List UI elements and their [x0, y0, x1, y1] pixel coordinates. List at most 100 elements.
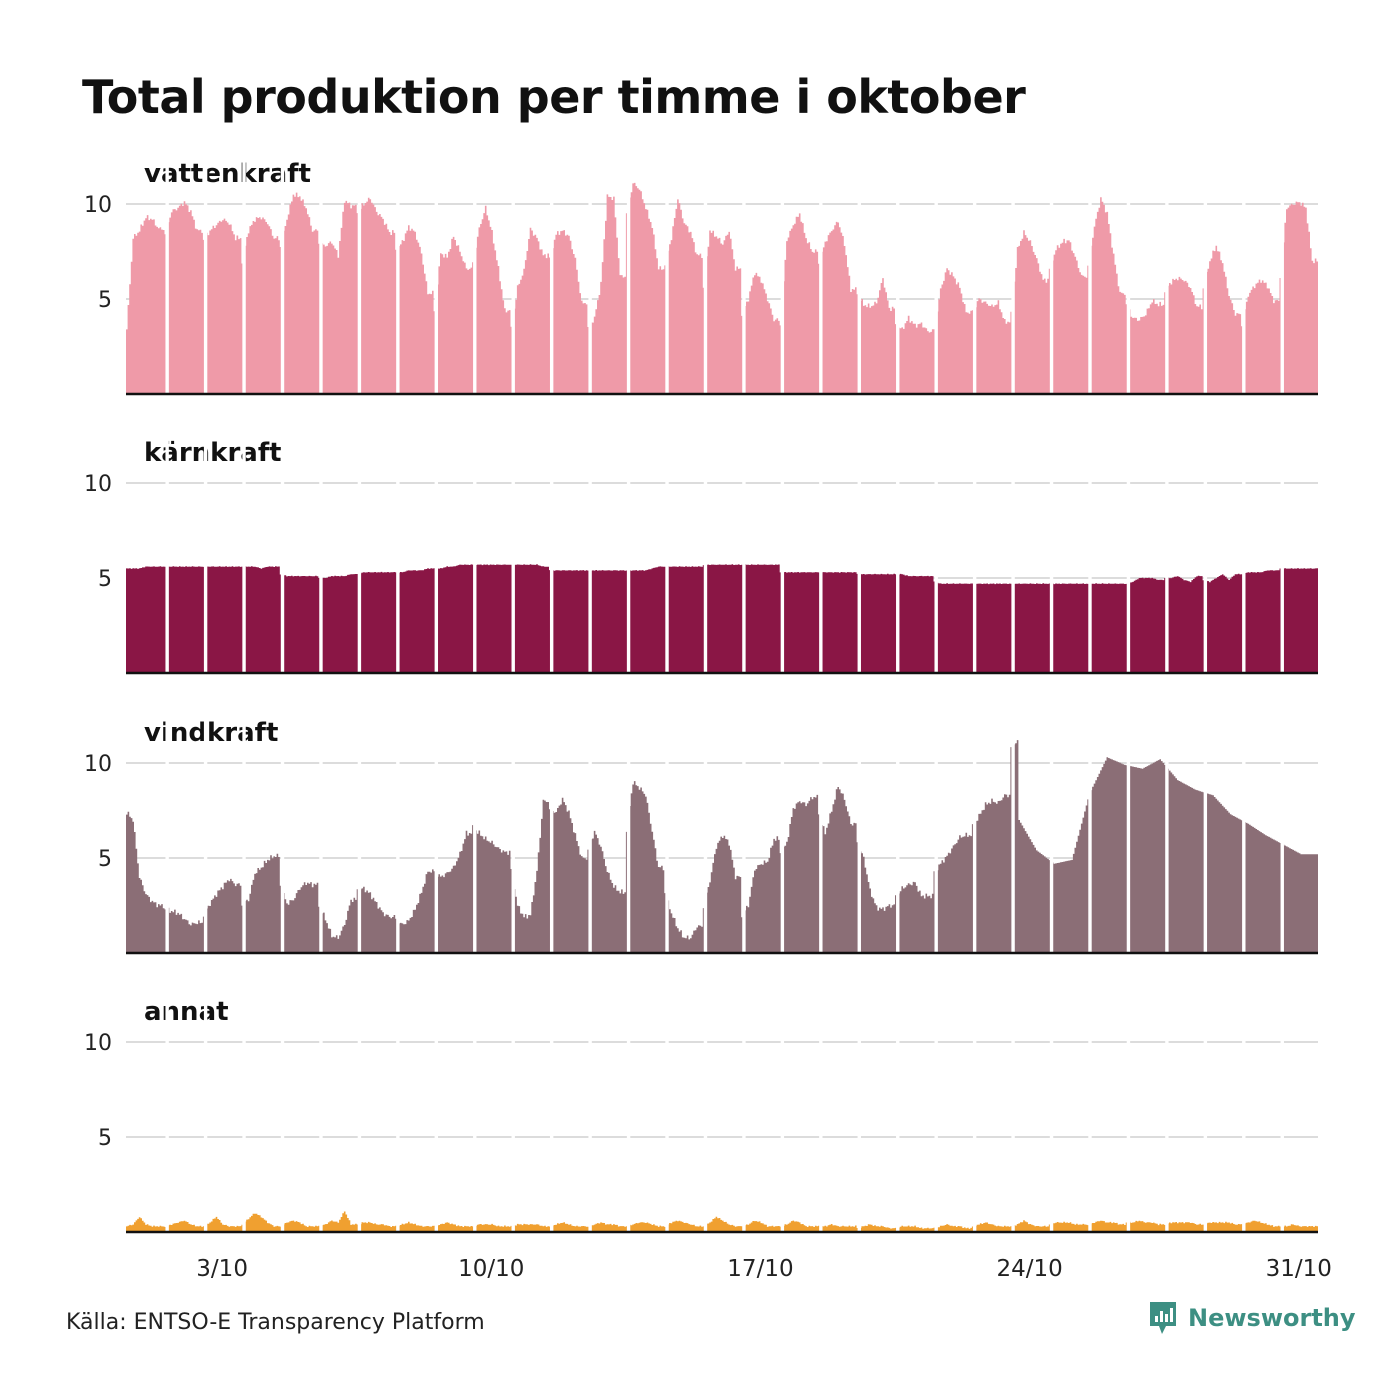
x-tick-label: 3/10: [196, 1256, 248, 1282]
day-separator: [1049, 423, 1054, 673]
day-separator: [1011, 423, 1015, 673]
day-separator: [165, 703, 169, 953]
panel-label: annat: [144, 997, 229, 1027]
day-separator: [1049, 144, 1054, 394]
day-separator: [549, 144, 554, 394]
day-separator: [1126, 982, 1131, 1232]
day-separator: [511, 982, 515, 1232]
day-separator: [819, 423, 823, 673]
day-separator: [1088, 982, 1092, 1232]
x-tick-label: 10/10: [458, 1256, 524, 1282]
day-separator: [934, 144, 938, 394]
x-tick-label: 31/10: [1266, 1256, 1332, 1282]
annat-area: [126, 1211, 1318, 1232]
day-separator: [1203, 703, 1208, 953]
day-separator: [588, 423, 592, 673]
day-separator: [742, 982, 746, 1232]
day-separator: [1242, 423, 1246, 673]
day-separator: [319, 703, 323, 953]
day-separator: [357, 144, 362, 394]
day-separator: [1126, 703, 1131, 953]
day-separator: [549, 423, 554, 673]
day-separator: [396, 423, 400, 673]
day-separator: [1088, 703, 1092, 953]
day-separator: [1049, 982, 1054, 1232]
source-note: Källa: ENTSO-E Transparency Platform: [66, 1310, 485, 1335]
day-separator: [1280, 703, 1284, 953]
day-separator: [972, 423, 977, 673]
day-separator: [242, 703, 246, 953]
day-separator: [896, 982, 900, 1232]
x-tick-label: 17/10: [727, 1256, 793, 1282]
day-separator: [511, 423, 515, 673]
day-separator: [473, 423, 477, 673]
day-separator: [703, 982, 708, 1232]
y-tick-label: 10: [84, 472, 112, 497]
y-tick-label: 10: [84, 193, 112, 218]
day-separator: [857, 703, 861, 953]
panel-label: kärnkraft: [144, 438, 282, 468]
day-separator: [396, 982, 400, 1232]
day-separator: [473, 982, 477, 1232]
day-separator: [549, 703, 554, 953]
day-separator: [896, 144, 900, 394]
day-separator: [280, 423, 285, 673]
day-separator: [1088, 144, 1092, 394]
day-separator: [203, 703, 208, 953]
day-separator: [473, 703, 477, 953]
day-separator: [1011, 982, 1015, 1232]
day-separator: [280, 144, 285, 394]
day-separator: [203, 423, 208, 673]
day-separator: [1011, 144, 1015, 394]
day-separator: [242, 423, 246, 673]
day-separator: [280, 703, 285, 953]
day-separator: [857, 982, 861, 1232]
day-separator: [588, 703, 592, 953]
day-separator: [1242, 144, 1246, 394]
panel-label: vindkraft: [144, 718, 278, 748]
day-separator: [626, 703, 631, 953]
day-separator: [1203, 982, 1208, 1232]
day-separator: [857, 144, 861, 394]
day-separator: [934, 423, 938, 673]
day-separator: [819, 703, 823, 953]
panel-label: vattenkraft: [144, 159, 311, 189]
panel-kärnkraft: 5 10 kärnkraft: [84, 423, 1318, 675]
day-separator: [242, 144, 246, 394]
day-separator: [165, 144, 169, 394]
day-separator: [319, 423, 323, 673]
y-tick-label: 5: [98, 288, 112, 313]
day-separator: [742, 423, 746, 673]
day-separator: [165, 982, 169, 1232]
day-separator: [819, 144, 823, 394]
day-separator: [665, 144, 669, 394]
day-separator: [511, 144, 515, 394]
day-separator: [972, 703, 977, 953]
vindkraft-area: [126, 740, 1318, 953]
day-separator: [434, 423, 439, 673]
day-separator: [1011, 703, 1015, 953]
day-separator: [626, 144, 631, 394]
day-separator: [934, 703, 938, 953]
day-separator: [780, 703, 785, 953]
day-separator: [972, 982, 977, 1232]
day-separator: [896, 703, 900, 953]
day-separator: [1049, 703, 1054, 953]
day-separator: [1242, 703, 1246, 953]
day-separator: [1165, 423, 1169, 673]
day-separator: [588, 982, 592, 1232]
kärnkraft-area: [126, 564, 1318, 673]
day-separator: [626, 982, 631, 1232]
day-separator: [780, 423, 785, 673]
day-separator: [473, 144, 477, 394]
day-separator: [1280, 144, 1284, 394]
day-separator: [896, 423, 900, 673]
panel-annat: 5 10 annat: [84, 982, 1318, 1234]
day-separator: [1203, 144, 1208, 394]
day-separator: [549, 982, 554, 1232]
day-separator: [357, 423, 362, 673]
day-separator: [319, 982, 323, 1232]
day-separator: [1203, 423, 1208, 673]
day-separator: [857, 423, 861, 673]
